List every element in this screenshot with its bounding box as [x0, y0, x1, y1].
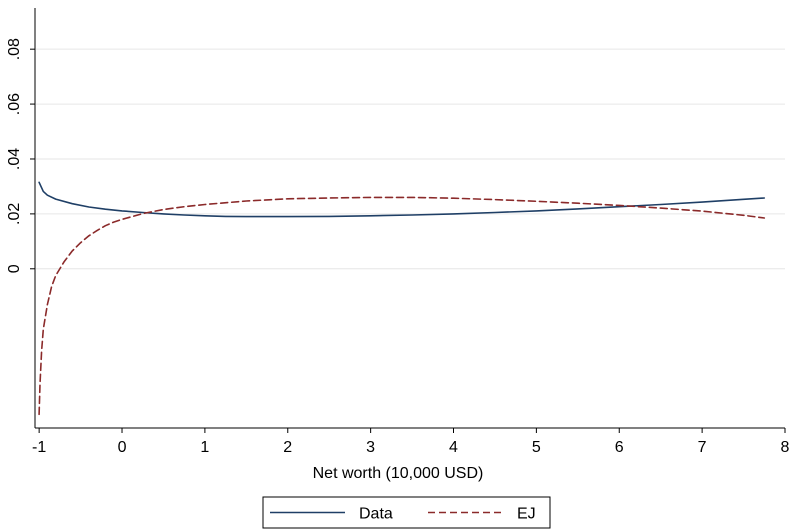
- y-tick-label: .02: [6, 203, 23, 225]
- y-tick-label: .08: [6, 38, 23, 60]
- legend-label-ej: EJ: [517, 506, 536, 523]
- x-tick-label: -1: [32, 439, 46, 456]
- legend-label-data: Data: [359, 506, 393, 523]
- series-line-ej: [38, 196, 766, 416]
- x-tick-label: 0: [118, 439, 127, 456]
- x-tick-label: 2: [283, 439, 292, 456]
- x-tick-label: 1: [200, 439, 209, 456]
- y-tick-label: 0: [6, 264, 23, 273]
- x-tick-label: 6: [615, 439, 624, 456]
- series-line-data: [38, 181, 766, 218]
- x-tick-label: 5: [532, 439, 541, 456]
- x-tick-label: 4: [449, 439, 458, 456]
- x-tick-label: 3: [366, 439, 375, 456]
- y-tick-label: .06: [6, 93, 23, 115]
- x-axis-label: Net worth (10,000 USD): [313, 465, 484, 482]
- y-tick-label: .04: [6, 148, 23, 170]
- legend: Data EJ: [262, 496, 551, 529]
- series-layer: [38, 181, 766, 416]
- x-tick-label: 7: [698, 439, 707, 456]
- gridlines: [36, 48, 785, 270]
- axes: 0 .02 .04 .06 .08 -1 0 1 2 3 4 5 6 7 8: [6, 8, 790, 456]
- x-tick-label: 8: [781, 439, 790, 456]
